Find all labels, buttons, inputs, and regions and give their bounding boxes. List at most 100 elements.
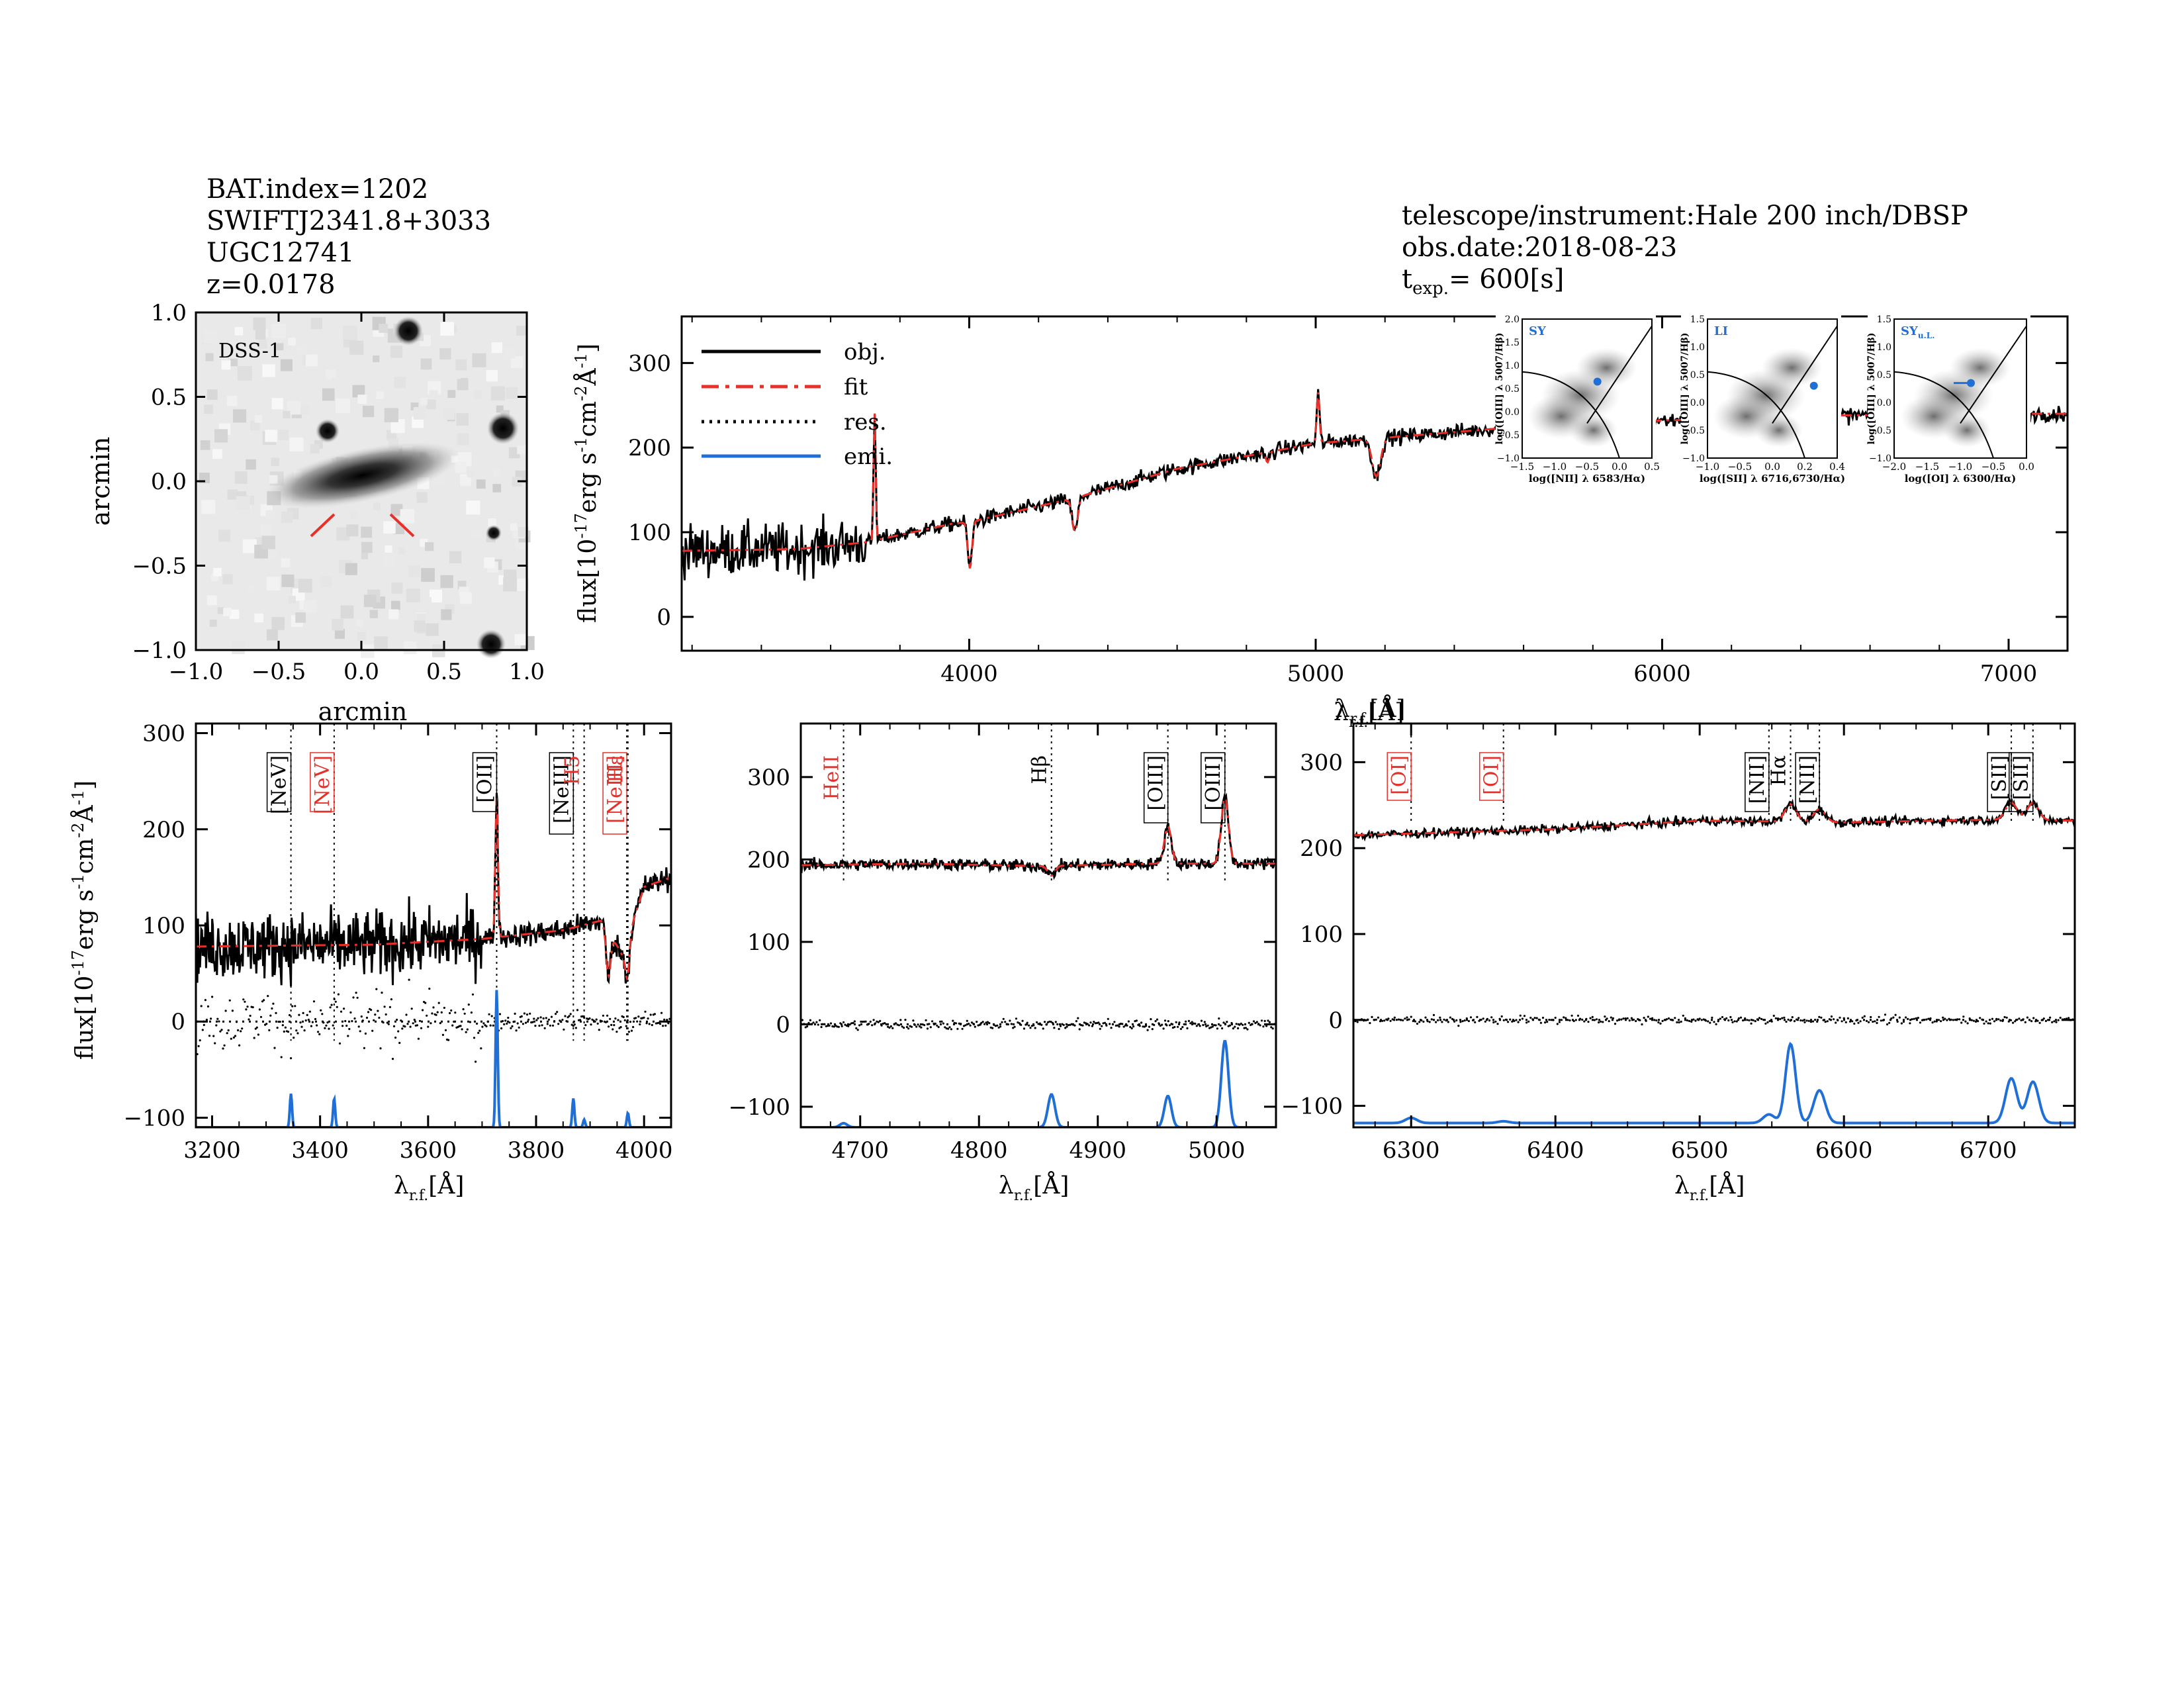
residual-point — [829, 1022, 833, 1025]
residual-point — [1151, 1028, 1154, 1031]
residual-point — [612, 1028, 614, 1031]
residual-point — [1067, 1023, 1070, 1027]
x-tick-label: 6500 — [1671, 1137, 1729, 1164]
residual-point — [1843, 1017, 1845, 1019]
x-tick-label: 4000 — [615, 1137, 673, 1164]
residual-point — [1645, 1019, 1647, 1022]
object-info: BAT.index=1202 SWIFTJ2341.8+3033 UGC1274… — [206, 173, 491, 301]
residual-point — [200, 1005, 203, 1008]
residual-point — [1004, 1021, 1007, 1023]
residual-point — [999, 1025, 1002, 1028]
residual-point — [904, 1019, 907, 1021]
galaxy-blob — [265, 442, 460, 509]
residual-point — [533, 1017, 535, 1020]
residual-point — [1643, 1017, 1645, 1019]
residual-point — [1952, 1019, 1954, 1021]
residual-point — [227, 1029, 230, 1032]
residual-point — [974, 1025, 976, 1028]
residual-point — [1037, 1023, 1040, 1025]
residual-point — [1616, 1019, 1619, 1022]
residual-point — [1923, 1019, 1926, 1021]
residual-point — [1191, 1021, 1193, 1023]
residual-point — [994, 1025, 997, 1027]
residual-point — [524, 1021, 527, 1024]
residual-point — [2049, 1016, 2052, 1019]
residual-point — [1507, 1021, 1510, 1023]
residual-point — [1195, 1025, 1198, 1027]
residual-point — [1595, 1018, 1598, 1021]
residual-point — [1488, 1019, 1491, 1022]
residual-point — [1206, 1024, 1209, 1027]
residual-point — [1610, 1016, 1612, 1019]
residual-point — [1731, 1021, 1734, 1023]
residual-point — [310, 1025, 312, 1027]
residual-point — [477, 1031, 480, 1034]
residual-point — [1902, 1020, 1905, 1023]
residual-point — [666, 1019, 668, 1021]
residual-point — [218, 1020, 220, 1023]
residual-point — [383, 1006, 386, 1008]
residual-point — [1954, 1018, 1956, 1021]
residual-point — [337, 993, 340, 996]
residual-point — [2001, 1019, 2004, 1022]
x-tick-label: 7000 — [1980, 661, 2038, 687]
residual-point — [257, 1033, 259, 1036]
image-pixel — [426, 623, 439, 636]
residual-point — [482, 1022, 485, 1025]
residual-point — [326, 1021, 329, 1024]
residual-point — [1661, 1019, 1664, 1022]
residual-point — [563, 1028, 565, 1031]
residual-point — [1653, 1019, 1656, 1021]
residual-point — [1509, 1018, 1512, 1021]
residual-point — [879, 1019, 882, 1022]
residual-point — [263, 999, 265, 1002]
residual-point — [333, 998, 336, 1000]
residual-point — [831, 1025, 834, 1028]
residual-point — [1737, 1017, 1740, 1019]
residual-point — [330, 1004, 333, 1006]
x-tick-label: 1.0 — [509, 659, 545, 685]
residual-point — [1839, 1016, 1841, 1019]
image-pixel — [373, 355, 380, 363]
residual-point — [1377, 1016, 1379, 1019]
residual-point — [961, 1027, 964, 1030]
residual-point — [220, 1029, 223, 1031]
residual-point — [439, 1022, 441, 1025]
x-tick-label: 3400 — [291, 1137, 349, 1164]
residual-point — [1424, 1016, 1427, 1019]
residual-point — [1591, 1015, 1594, 1018]
residual-point — [1054, 1021, 1057, 1023]
residual-point — [1853, 1022, 1856, 1025]
residual-point — [317, 1031, 320, 1033]
residual-point — [2032, 1017, 2035, 1019]
bpt-demarcation-curve — [1893, 371, 1994, 459]
residual-point — [1702, 1018, 1705, 1021]
residual-point — [2044, 1019, 2047, 1022]
image-pixel — [361, 552, 368, 559]
residual-point — [1030, 1025, 1033, 1027]
residual-point — [1051, 1021, 1054, 1024]
residual-point — [1080, 1024, 1083, 1027]
image-pixel — [322, 388, 335, 401]
residual-point — [801, 1019, 803, 1021]
residual-point — [1059, 1025, 1062, 1027]
residual-point — [2036, 1019, 2039, 1022]
residual-point — [856, 1029, 859, 1031]
residual-point — [312, 1000, 316, 1003]
residual-point — [644, 1010, 647, 1013]
residual-point — [451, 1024, 454, 1027]
residual-point — [222, 1047, 224, 1050]
spectrum-fit-line — [1353, 802, 2075, 837]
residual-point — [1420, 1019, 1423, 1022]
residual-point — [952, 1019, 954, 1022]
residual-point — [316, 1024, 318, 1027]
residual-point — [2046, 1019, 2050, 1021]
residual-point — [364, 1032, 367, 1035]
residual-point — [1665, 1018, 1668, 1021]
residual-point — [1137, 1023, 1140, 1026]
residual-point — [280, 1056, 283, 1058]
residual-point — [1863, 1015, 1866, 1017]
residual-point — [1927, 1017, 1930, 1020]
residual-point — [880, 1024, 883, 1027]
residual-point — [1696, 1018, 1699, 1021]
